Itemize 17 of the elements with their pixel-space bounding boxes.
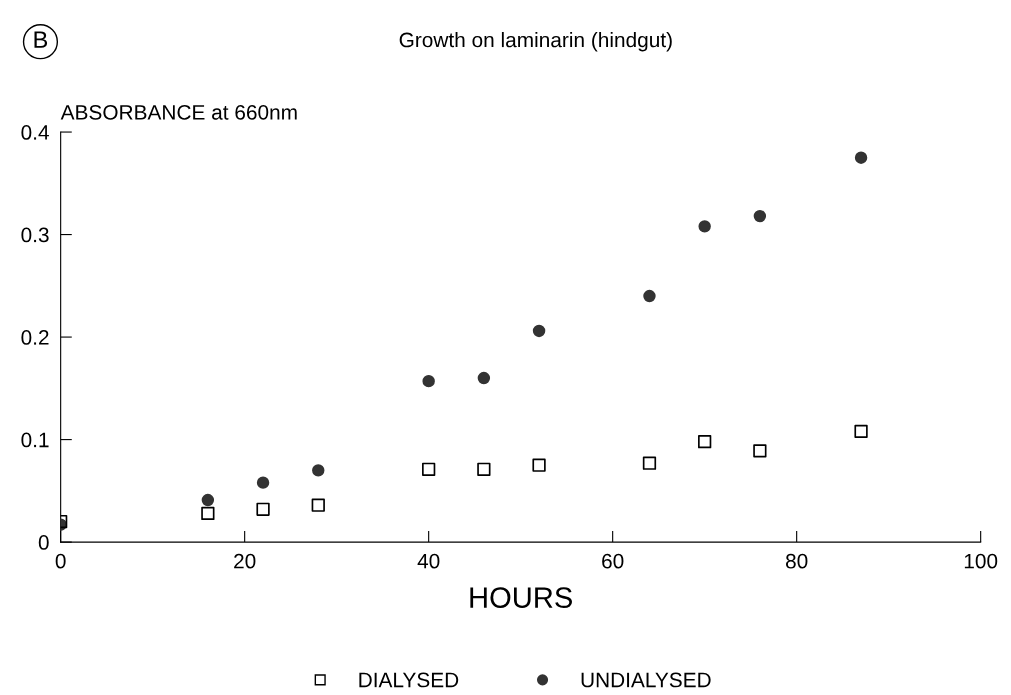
y-axis-title: ABSORBANCE at 660nm [60, 104, 297, 120]
chart-title: Growth on laminarin (hindgut) [399, 31, 672, 52]
y-tick-label: 0.4 [21, 125, 49, 140]
text: B [34, 31, 48, 48]
x-tick-label: 60 [602, 553, 624, 569]
x-tick-label: 40 [417, 553, 440, 569]
x-tick-label: 100 [964, 553, 998, 569]
legend-label: UNDIALYSED [581, 672, 711, 688]
y-tick-label: 0.1 [21, 432, 49, 448]
x-tick-label: 0 [55, 553, 66, 569]
legend-label: DIALYSED [359, 672, 459, 688]
y-tick-label: 0.2 [21, 330, 49, 345]
y-tick-label: 0 [38, 535, 49, 550]
x-tick-label: 20 [234, 553, 256, 569]
y-tick-label: 0.3 [21, 227, 49, 243]
x-axis-title: HOURS [470, 587, 572, 608]
x-tick-label: 80 [785, 553, 808, 569]
